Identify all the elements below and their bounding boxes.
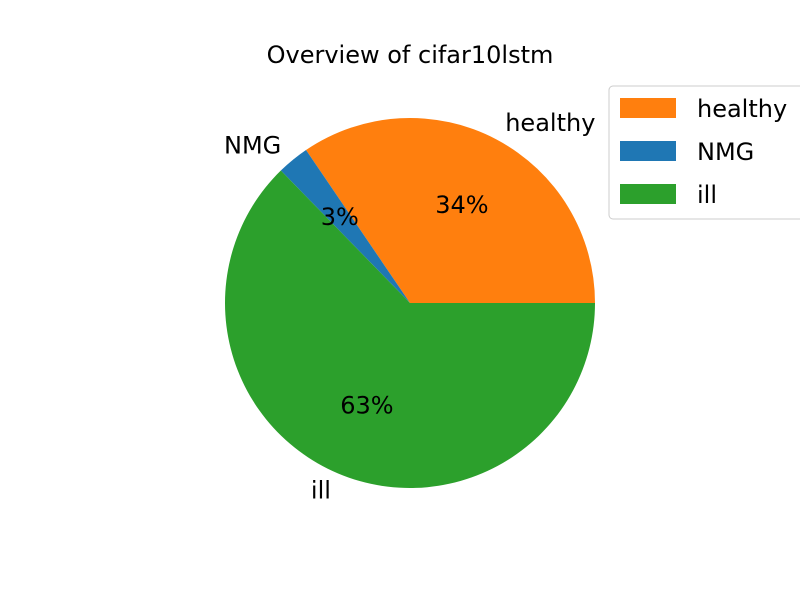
slice-labels: healthy NMG ill: [224, 109, 595, 504]
pct-label-nmg: 3%: [321, 203, 359, 231]
pie-slice-nmg: [280, 149, 410, 303]
legend-swatch-ill: [620, 184, 676, 204]
slice-label-ill: ill: [311, 477, 331, 505]
pie-slice-healthy: [306, 118, 595, 304]
legend-label-ill: ill: [697, 181, 717, 209]
pie-slice-ill: [225, 170, 596, 488]
percentage-labels: 34% 3% 63%: [321, 191, 489, 419]
pct-label-healthy: 34%: [435, 191, 488, 219]
pct-label-ill: 63%: [340, 391, 393, 419]
legend-label-healthy: healthy: [697, 95, 787, 123]
legend-swatch-healthy: [620, 98, 676, 118]
legend: healthy NMG ill: [608, 85, 800, 220]
legend-label-nmg: NMG: [697, 138, 754, 166]
pie-slices: [225, 118, 596, 488]
slice-label-nmg: NMG: [224, 131, 281, 159]
slice-label-healthy: healthy: [505, 109, 595, 137]
legend-swatch-nmg: [620, 141, 676, 161]
chart-title: Overview of cifar10lstm: [267, 41, 554, 69]
